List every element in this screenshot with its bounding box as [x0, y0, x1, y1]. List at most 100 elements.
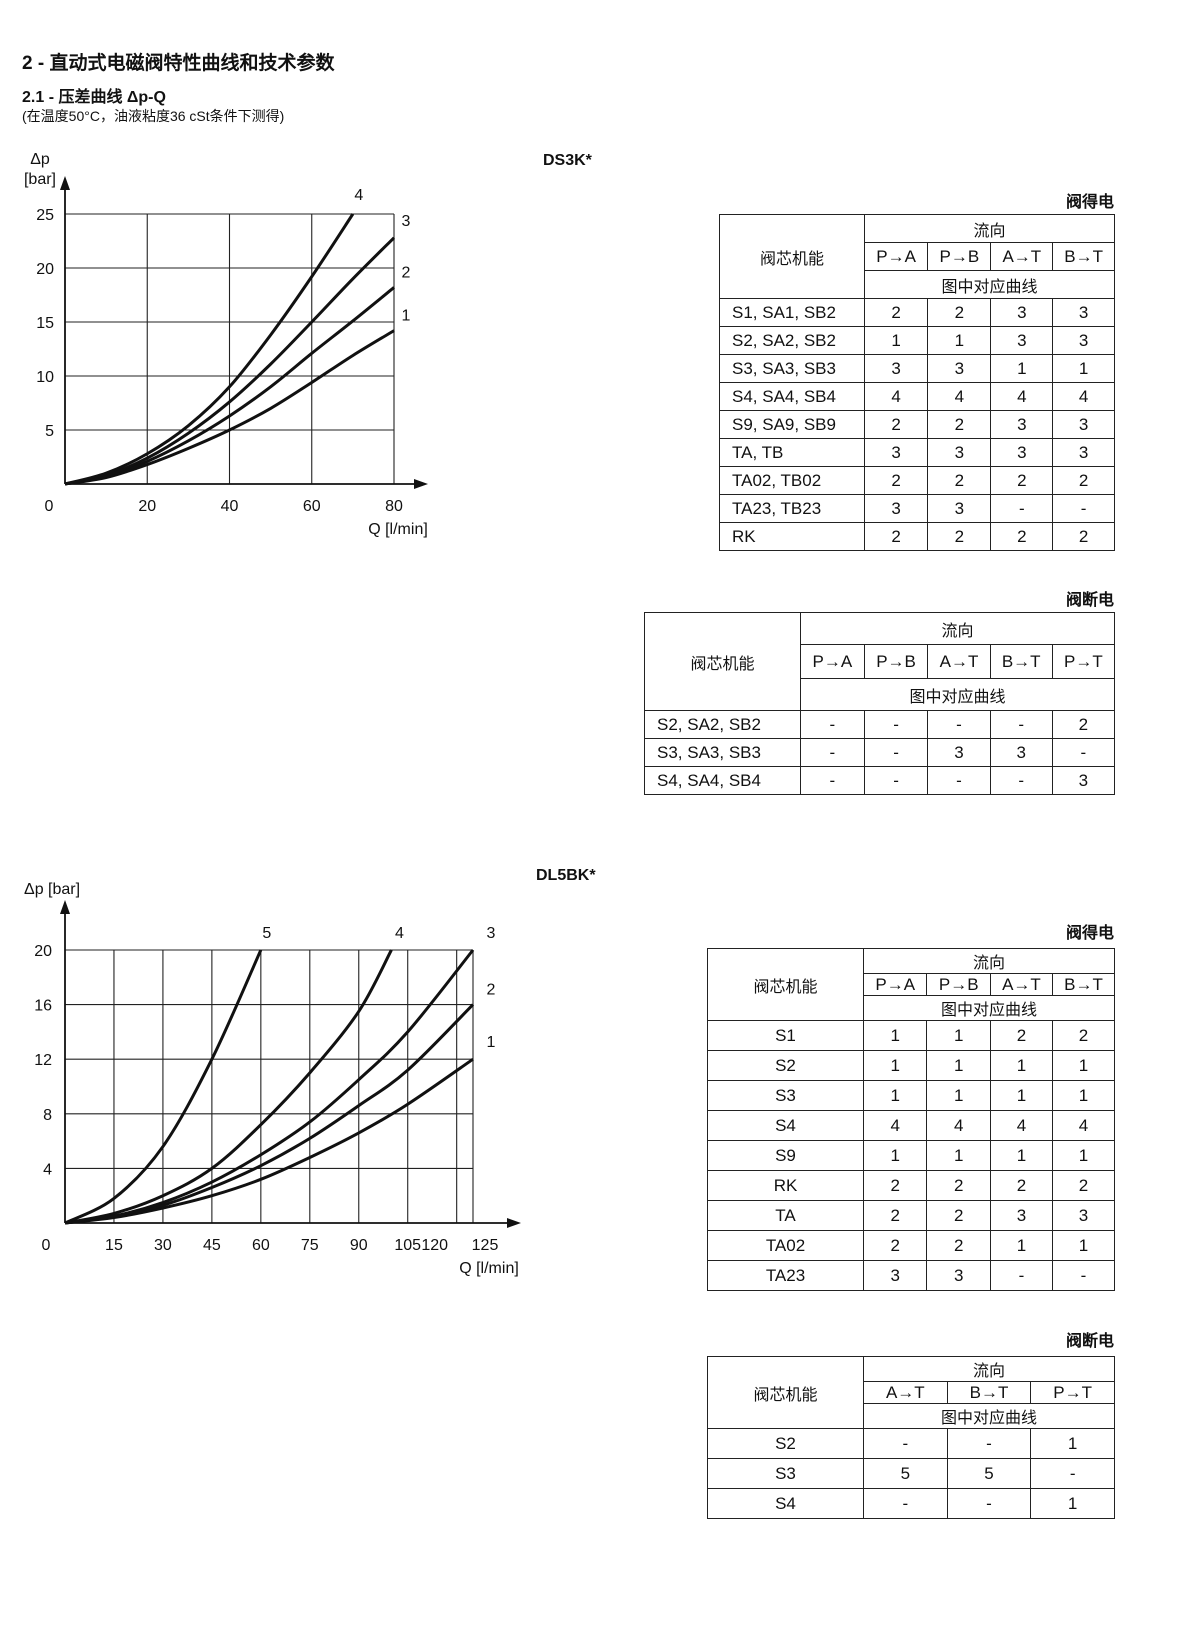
curve-3-line [64, 949, 475, 1225]
curve-number-cell: 2 [926, 1200, 991, 1231]
dl5bk-energized-table: 阀芯机能 流向 P→A P→B A→T B→T 图中对应曲线 S1 1 1 2 2 S2 1… [707, 948, 1116, 1291]
curve-number-cell: 1 [926, 1080, 991, 1111]
spool-cell: RK [719, 522, 865, 551]
y-axis-arrow-icon [60, 176, 70, 190]
x-tick-label: 45 [203, 1237, 221, 1254]
spool-cell: S2 [707, 1050, 864, 1081]
y-tick-label: 16 [34, 998, 52, 1015]
curve-number-cell: - [989, 1260, 1053, 1291]
x-tick-label: 75 [301, 1237, 319, 1254]
y-tick-label: 8 [43, 1107, 52, 1124]
curve-number-cell: 1 [926, 1050, 991, 1081]
curve-4-label: 4 [395, 925, 404, 942]
direction-header: A→T [863, 1381, 948, 1404]
curve-number-cell: - [863, 710, 929, 739]
curve-number-cell: 1 [1030, 1488, 1115, 1519]
curve-number-cell: 1 [1051, 1080, 1116, 1111]
curve-number-cell: 3 [863, 438, 929, 467]
curve-number-cell: 2 [1051, 710, 1116, 739]
x-axis-label: Q [l/min] [459, 1260, 519, 1277]
curve-number-cell: 1 [862, 1020, 928, 1051]
curve-number-cell: 2 [1052, 466, 1115, 495]
table-row: TA02, TB02 2 2 2 2 [719, 466, 1115, 495]
direction-header: P→T [1051, 644, 1116, 679]
x-axis-arrow-icon [414, 479, 428, 489]
spool-cell: TA02 [707, 1230, 864, 1261]
direction-header: P→A [800, 644, 865, 679]
direction-header: P→T [1030, 1381, 1115, 1404]
ds3k-energized-label: 阀得电 [1065, 192, 1114, 211]
x-axis-label: Q [l/min] [368, 521, 428, 538]
curve-number-cell: 2 [863, 410, 929, 439]
curve-number-cell: - [927, 710, 991, 739]
curve-number-cell: 3 [990, 326, 1054, 355]
curve-5-line [64, 949, 263, 1225]
table-row: TA02 2 2 1 1 [707, 1230, 1116, 1261]
spool-cell: S3, SA3, SB3 [644, 738, 801, 767]
ds3k-dp-q-chart: 0 20 40 60 80 5 10 15 20 25 Δp [bar] Q [l/min] 1 2 3 4 [24, 151, 428, 538]
table-row: TA23 3 3- - [707, 1260, 1116, 1291]
dl5bk-deenergized-label: 阀断电 [1065, 1331, 1114, 1350]
curve-number-cell: 2 [862, 1170, 928, 1201]
table-row: S3, SA3, SB3- -3 3- [644, 738, 1116, 767]
table-row: S3 5 5- [707, 1458, 1115, 1489]
curve-number-cell: 1 [862, 1080, 928, 1111]
curve-number-cell: - [946, 1488, 1032, 1519]
curve-number-cell: 1 [989, 1140, 1053, 1171]
x-tick-label: 90 [350, 1237, 368, 1254]
curve-4-label: 4 [354, 187, 363, 204]
curve-number-cell: 1 [926, 1020, 991, 1051]
curve-number-cell: - [863, 1488, 948, 1519]
curve-number-cell: 1 [989, 1080, 1053, 1111]
flow-header: 流向 [863, 1356, 1115, 1382]
spool-header: 阀芯机能 [719, 214, 865, 299]
spool-cell: S3, SA3, SB3 [719, 354, 865, 383]
curve-4-line [64, 213, 355, 486]
curve-number-cell: 3 [1051, 1200, 1116, 1231]
x-tick-label: 20 [138, 498, 156, 515]
flow-header: 流向 [863, 948, 1115, 974]
curve-number-cell: 2 [863, 298, 929, 327]
direction-header: B→T [946, 1381, 1032, 1404]
curve-number-cell: 3 [989, 738, 1053, 767]
spool-cell: RK [707, 1170, 864, 1201]
direction-header: A→T [990, 242, 1054, 271]
curve-number-cell: 3 [863, 494, 929, 523]
x-tick-label: 0 [45, 498, 54, 515]
curve-number-cell: 3 [927, 738, 991, 767]
y-tick-label: 10 [36, 369, 54, 386]
curve-number-cell: - [1030, 1458, 1115, 1489]
table-row: S2- -1 [707, 1428, 1115, 1459]
curve-number-cell: 3 [1052, 410, 1115, 439]
curve-number-cell: 1 [862, 1050, 928, 1081]
curve-number-cell: 2 [1052, 522, 1115, 551]
curve-number-cell: 2 [990, 466, 1054, 495]
y-tick-label: 5 [45, 423, 54, 440]
curve-number-cell: 4 [989, 1110, 1053, 1141]
curve-1-line [64, 1057, 474, 1225]
table-row: RK 2 2 2 2 [707, 1170, 1116, 1201]
curve-number-cell: 3 [926, 1260, 991, 1291]
curve-number-cell: - [863, 738, 929, 767]
curve-number-cell: 3 [1052, 438, 1115, 467]
curve-number-cell: 2 [863, 522, 929, 551]
dl5bk-energized-label: 阀得电 [1065, 923, 1114, 942]
curve-2-label: 2 [487, 982, 496, 999]
curve-2-label: 2 [402, 264, 411, 281]
curve-number-cell: 3 [927, 494, 992, 523]
curve-number-cell: 4 [1052, 382, 1115, 411]
y-tick-label: 12 [34, 1052, 52, 1069]
table-row: S9 1 1 1 1 [707, 1140, 1116, 1171]
curve-number-cell: 2 [862, 1200, 928, 1231]
direction-header: P→A [863, 242, 929, 271]
curve-number-cell: 1 [863, 326, 929, 355]
ds3k-energized-table: 阀芯机能 流向 P→A P→B A→T B→T 图中对应曲线 S1, SA1, … [719, 214, 1115, 551]
measurement-conditions: (在温度50°C，油液粘度36 cSt条件下测得) [22, 108, 285, 124]
curve-number-cell: 1 [927, 326, 992, 355]
table-row: TA, TB 3 3 3 3 [719, 438, 1115, 467]
y-axis-label-symbol: Δp [30, 151, 50, 168]
section-title: 2 - 直动式电磁阀特性曲线和技术参数 [22, 53, 335, 74]
curve-number-cell: - [800, 710, 865, 739]
spool-cell: S9, SA9, SB9 [719, 410, 865, 439]
